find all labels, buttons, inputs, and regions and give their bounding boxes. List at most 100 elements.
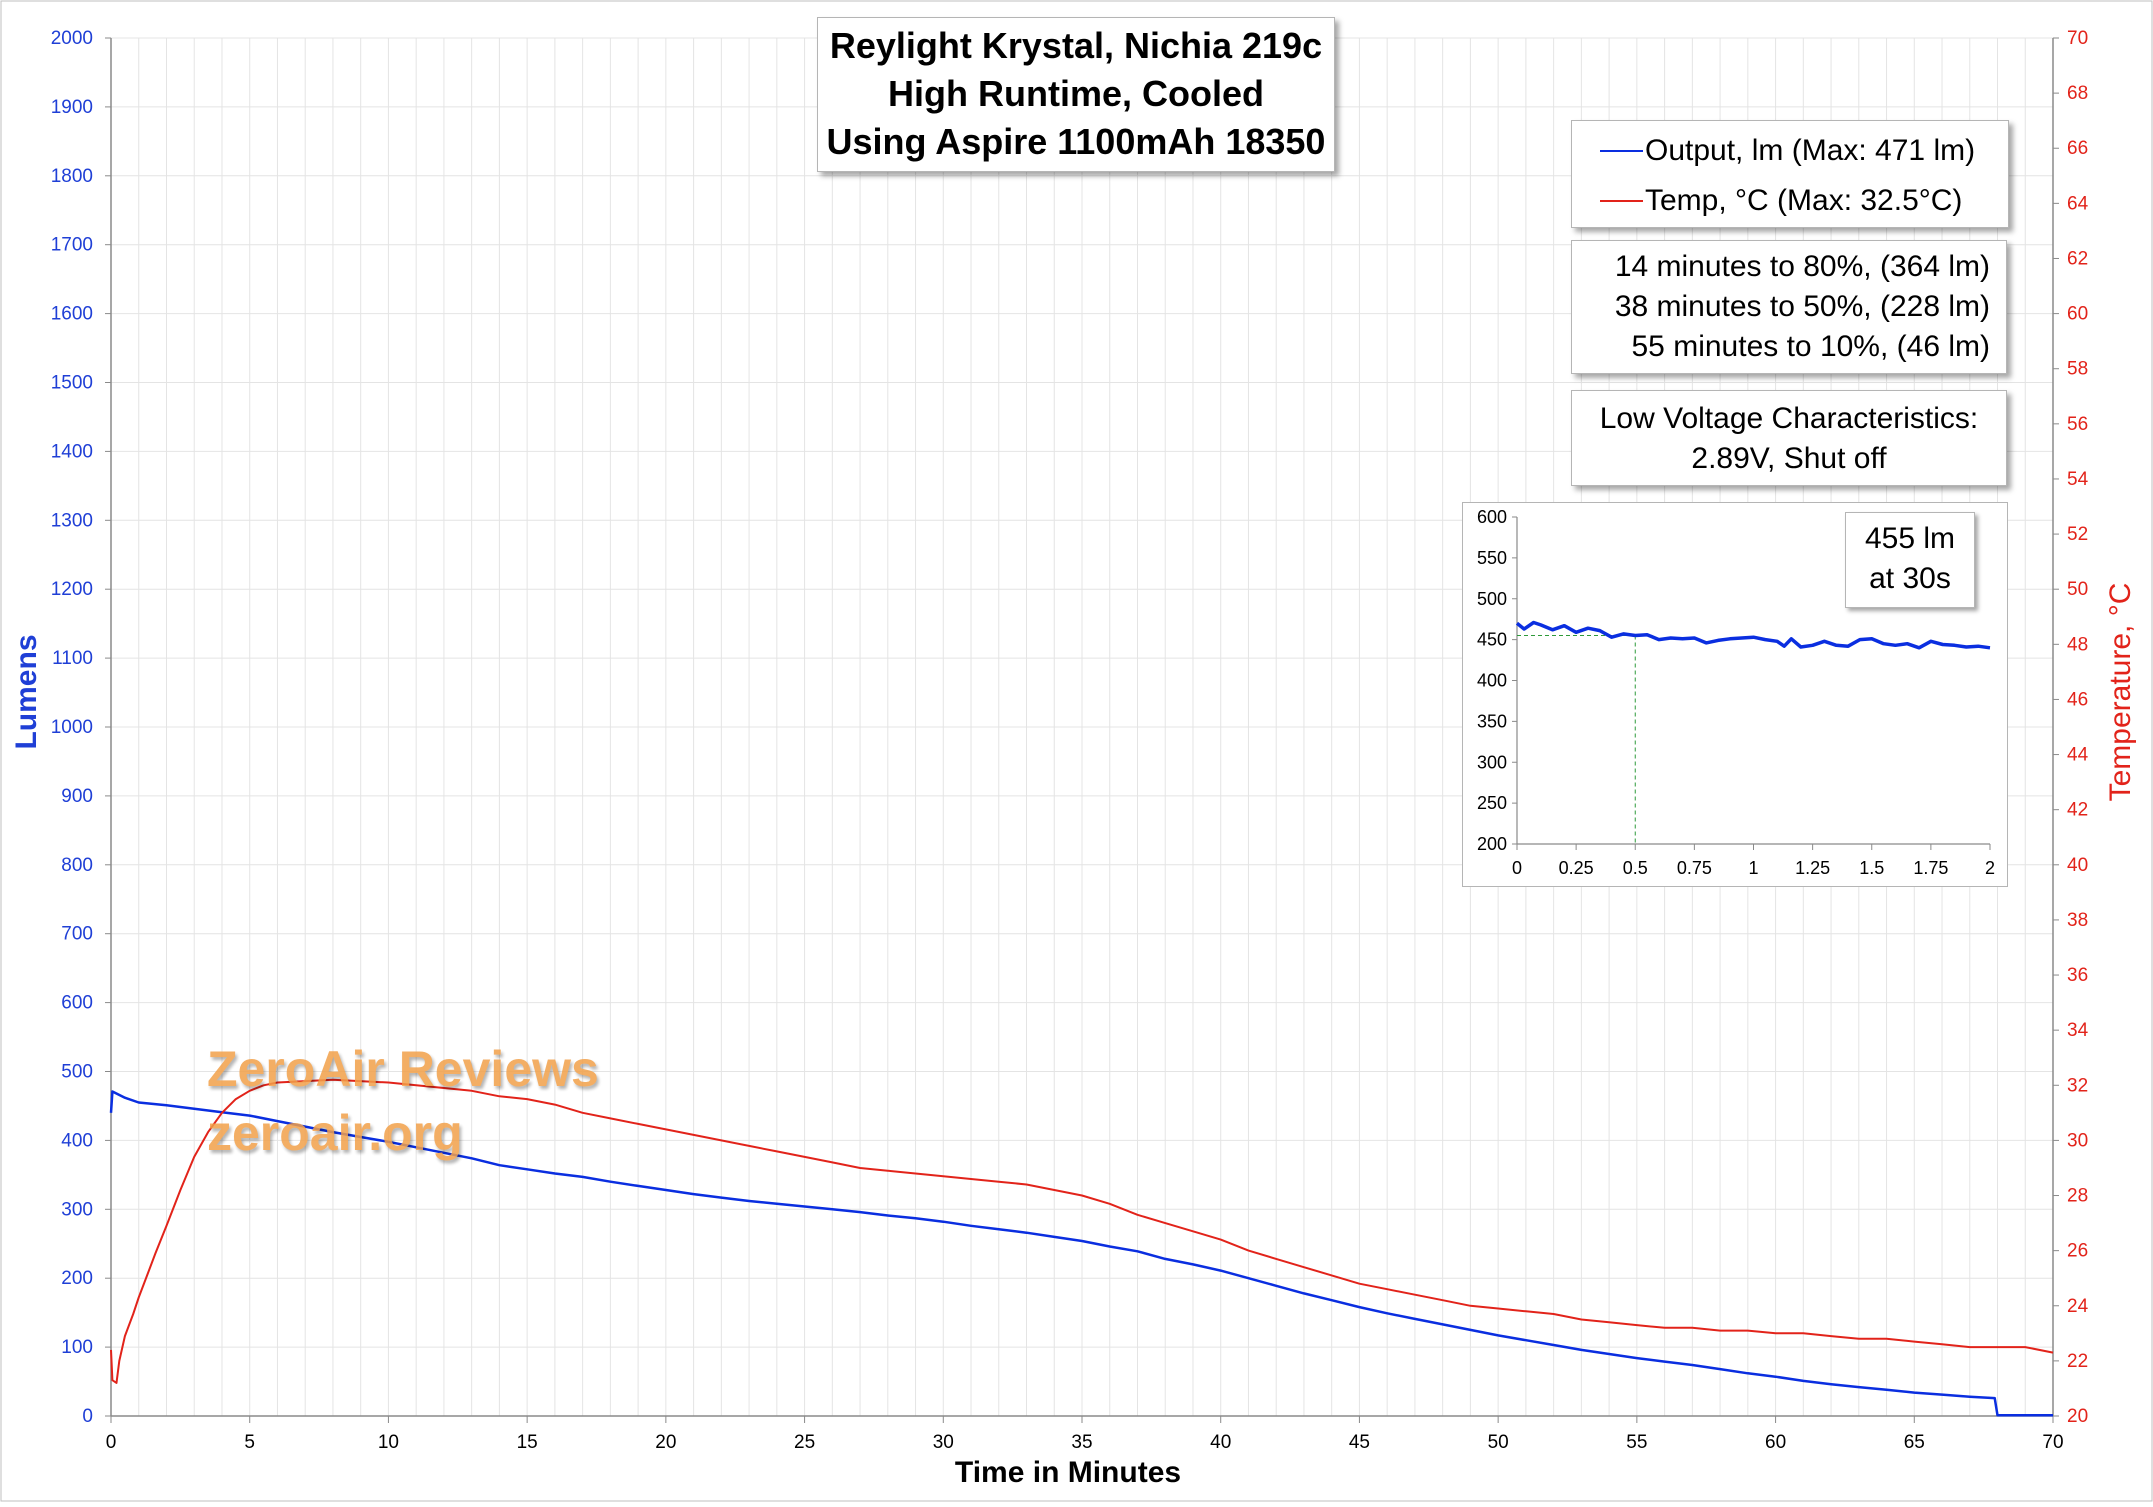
x-tick-label: 35 xyxy=(1071,1432,1092,1453)
x-tick-label: 70 xyxy=(2042,1432,2063,1453)
y-tick-label: 900 xyxy=(61,786,93,807)
inset-x-tick-label: 1 xyxy=(1748,858,1758,878)
legend-swatch-output xyxy=(1600,150,1643,152)
grid-lines xyxy=(111,37,2053,1416)
series-lines xyxy=(109,1078,2054,1417)
title-line-3: Using Aspire 1100mAh 18350 xyxy=(826,121,1326,162)
x-tick-label: 50 xyxy=(1488,1432,1509,1453)
chart-title: Reylight Krystal, Nichia 219c High Runti… xyxy=(817,17,1335,172)
y-tick-label: 800 xyxy=(61,855,93,876)
inset-y-tick-label: 550 xyxy=(1477,548,1507,568)
inset-x-tick-label: 1.75 xyxy=(1913,858,1948,878)
y2-tick-label: 36 xyxy=(2067,965,2088,986)
y2-tick-label: 34 xyxy=(2067,1020,2089,1041)
inset-y-tick-label: 450 xyxy=(1477,630,1507,650)
inset-x-tick-label: 1.5 xyxy=(1859,858,1884,878)
inset-x-tick-label: 0.25 xyxy=(1559,858,1594,878)
title-line-1: Reylight Krystal, Nichia 219c xyxy=(829,25,1323,66)
y2-tick-label: 66 xyxy=(2067,138,2088,159)
inset-y-tick-label: 350 xyxy=(1477,711,1507,731)
x-tick-label: 45 xyxy=(1349,1432,1370,1453)
inset-y-tick-label: 500 xyxy=(1477,589,1507,609)
low-voltage-note: Low Voltage Characteristics: 2.89V, Shut… xyxy=(1571,390,2007,486)
legend: Output, lm (Max: 471 lm) Temp, °C (Max: … xyxy=(1571,120,2009,228)
x-tick-label: 55 xyxy=(1626,1432,1647,1453)
y2-tick-label: 46 xyxy=(2067,689,2088,710)
y2-tick-label: 60 xyxy=(2067,304,2088,325)
watermark-line-1: ZeroAir Reviews xyxy=(207,1041,599,1097)
inset-x-tick-label: 0 xyxy=(1512,858,1522,878)
inset-x-tick-label: 0.75 xyxy=(1677,858,1712,878)
legend-item-output: Output, lm (Max: 471 lm) xyxy=(1600,131,1975,171)
y-tick-label: 1800 xyxy=(51,166,93,187)
inset-y-tick-label: 600 xyxy=(1477,507,1507,527)
x-tick-label: 0 xyxy=(106,1432,117,1453)
y2-tick-label: 58 xyxy=(2067,359,2088,380)
y-tick-label: 1700 xyxy=(51,235,93,256)
x-tick-label: 60 xyxy=(1765,1432,1786,1453)
low-voltage-line-2: 2.89V, Shut off xyxy=(1691,442,1887,475)
y2-tick-label: 40 xyxy=(2067,855,2088,876)
y-tick-label: 1200 xyxy=(51,579,93,600)
x-tick-label: 40 xyxy=(1210,1432,1231,1453)
stat-line-2: 38 minutes to 50%, (228 lm) xyxy=(1614,290,1990,323)
y2-tick-label: 32 xyxy=(2067,1075,2088,1096)
stat-line-3: 55 minutes to 10%, (46 lm) xyxy=(1631,330,1991,363)
inset-x-tick-label: 1.25 xyxy=(1795,858,1830,878)
inset-y-tick-label: 250 xyxy=(1477,793,1507,813)
y2-tick-label: 42 xyxy=(2067,800,2088,821)
y2-tick-label: 28 xyxy=(2067,1186,2088,1207)
inset-y-tick-label: 200 xyxy=(1477,834,1507,854)
legend-swatch-temp xyxy=(1600,200,1643,202)
y-tick-label: 1300 xyxy=(51,510,93,531)
axes: 0100200300400500600700800900100011001200… xyxy=(51,28,2089,1453)
inset-note-line-2: at 30s xyxy=(1869,562,1951,595)
y-tick-label: 2000 xyxy=(51,28,93,49)
title-line-2: High Runtime, Cooled xyxy=(888,73,1264,114)
stat-line-1: 14 minutes to 80%, (364 lm) xyxy=(1614,250,1990,283)
x-tick-label: 25 xyxy=(794,1432,815,1453)
y2-tick-label: 54 xyxy=(2067,469,2089,490)
runtime-stats: 14 minutes to 80%, (364 lm) 38 minutes t… xyxy=(1571,240,2007,374)
x-tick-label: 10 xyxy=(378,1432,399,1453)
y2-tick-label: 38 xyxy=(2067,910,2088,931)
inset-x-tick-label: 0.5 xyxy=(1623,858,1648,878)
inset-y-tick-label: 400 xyxy=(1477,671,1507,691)
y-tick-label: 200 xyxy=(61,1268,93,1289)
y2-axis-label: Temperature, °C xyxy=(2104,583,2137,802)
y2-tick-label: 24 xyxy=(2067,1296,2089,1317)
inset-y-tick-label: 300 xyxy=(1477,752,1507,772)
y-tick-label: 1100 xyxy=(52,648,93,669)
y-tick-label: 0 xyxy=(82,1406,93,1427)
inset-note: 455 lm at 30s xyxy=(1845,512,1975,608)
legend-label-temp: Temp, °C (Max: 32.5°C) xyxy=(1645,184,1963,217)
x-tick-label: 30 xyxy=(933,1432,954,1453)
y-tick-label: 300 xyxy=(61,1199,93,1220)
y-tick-label: 500 xyxy=(61,1062,93,1083)
inset-axes: 200 250 300 350 400 450 500 550 600 0 0.25 0.5 0.75 1… xyxy=(1477,507,1995,878)
y2-tick-label: 20 xyxy=(2067,1406,2088,1427)
inset-series xyxy=(1515,620,1991,650)
y-axis-label: Lumens xyxy=(10,634,43,749)
y2-tick-label: 22 xyxy=(2067,1351,2088,1372)
y2-tick-label: 56 xyxy=(2067,414,2088,435)
y-tick-label: 1600 xyxy=(51,304,93,325)
y-tick-label: 1900 xyxy=(51,97,93,118)
low-voltage-line-1: Low Voltage Characteristics: xyxy=(1599,402,1979,435)
y2-tick-label: 48 xyxy=(2067,634,2088,655)
inset-series-line-output xyxy=(1515,620,1991,650)
legend-label-output: Output, lm (Max: 471 lm) xyxy=(1645,134,1976,167)
y-tick-label: 1400 xyxy=(51,441,93,462)
y-tick-label: 400 xyxy=(61,1130,93,1151)
inset-x-tick-label: 2 xyxy=(1985,858,1995,878)
y2-tick-label: 64 xyxy=(2067,193,2089,214)
x-tick-label: 15 xyxy=(517,1432,538,1453)
y2-tick-label: 30 xyxy=(2067,1130,2088,1151)
x-axis-label: Time in Minutes xyxy=(955,1456,1181,1489)
legend-item-temp: Temp, °C (Max: 32.5°C) xyxy=(1600,181,1962,221)
y2-tick-label: 26 xyxy=(2067,1241,2088,1262)
inset-note-line-1: 455 lm xyxy=(1864,522,1956,555)
y-tick-label: 1000 xyxy=(51,717,93,738)
y2-tick-label: 70 xyxy=(2067,28,2088,49)
